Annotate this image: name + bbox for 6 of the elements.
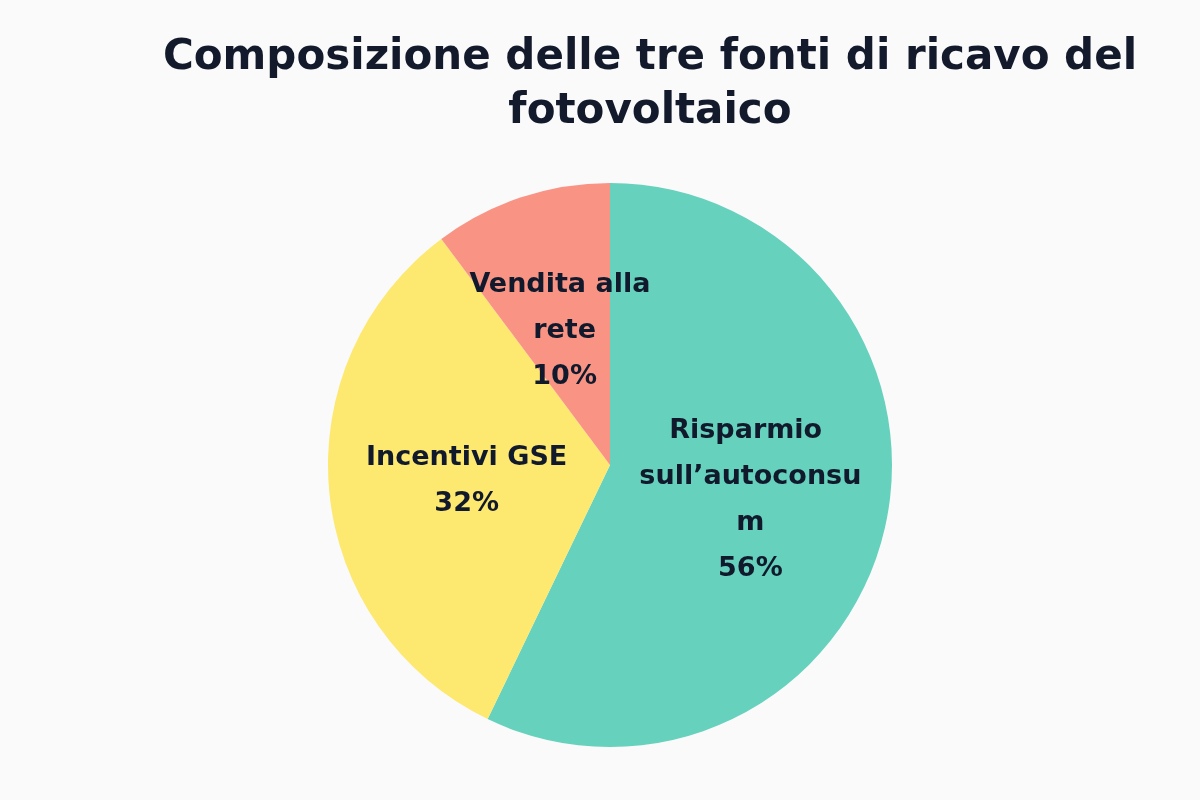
chart-title: Composizione delle tre fonti di ricavo del fotovoltaico (161, 29, 1139, 135)
data-label: 56% (718, 550, 783, 582)
slice-label: Risparmio sull’autoconsum (639, 412, 862, 536)
data-label: 10% (532, 358, 597, 390)
slice-label: Incentivi GSE (366, 440, 568, 472)
data-label: 32% (434, 486, 499, 518)
